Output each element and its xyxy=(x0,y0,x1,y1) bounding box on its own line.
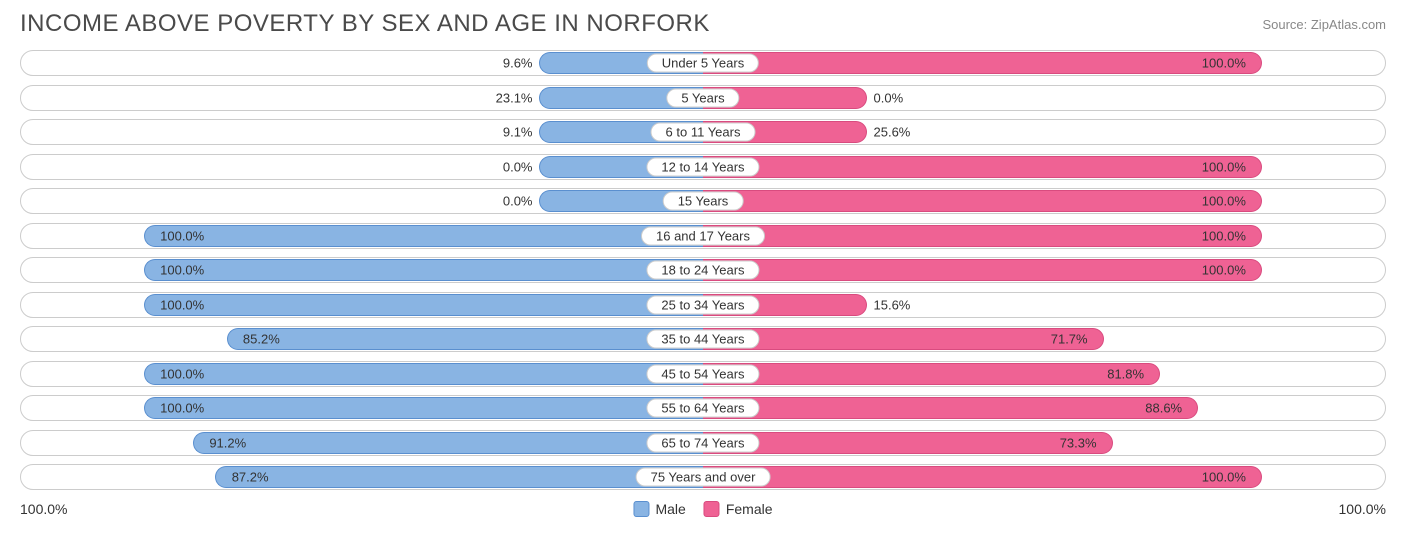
female-value-label: 15.6% xyxy=(874,297,911,312)
legend-male: Male xyxy=(633,501,685,517)
row-label: Under 5 Years xyxy=(647,54,759,73)
axis-right: 100.0% xyxy=(1339,501,1386,517)
male-value-label: 9.6% xyxy=(503,56,533,71)
row-label: 75 Years and over xyxy=(636,468,771,487)
female-value-label: 25.6% xyxy=(874,125,911,140)
bar-male xyxy=(227,328,703,350)
chart-row: 12 to 14 Years 0.0% 100.0% xyxy=(20,154,1386,180)
female-value-label: 100.0% xyxy=(1202,56,1246,71)
male-value-label: 100.0% xyxy=(160,228,204,243)
row-label: 15 Years xyxy=(663,192,744,211)
bar-female xyxy=(703,52,1262,74)
bar-male xyxy=(193,432,703,454)
swatch-female xyxy=(704,501,720,517)
male-value-label: 91.2% xyxy=(209,435,246,450)
chart-row: 35 to 44 Years 85.2% 71.7% xyxy=(20,326,1386,352)
bar-female xyxy=(703,190,1262,212)
chart-row: 15 Years 0.0% 100.0% xyxy=(20,188,1386,214)
axis-labels: 100.0% Male Female 100.0% xyxy=(0,501,1406,517)
chart-row: 25 to 34 Years 100.0% 15.6% xyxy=(20,292,1386,318)
bar-female xyxy=(703,432,1113,454)
female-value-label: 100.0% xyxy=(1202,194,1246,209)
female-value-label: 81.8% xyxy=(1107,366,1144,381)
bar-female xyxy=(703,225,1262,247)
bar-female xyxy=(703,328,1104,350)
male-value-label: 100.0% xyxy=(160,366,204,381)
chart-row: 75 Years and over 87.2% 100.0% xyxy=(20,464,1386,490)
female-value-label: 100.0% xyxy=(1202,159,1246,174)
male-value-label: 100.0% xyxy=(160,401,204,416)
row-label: 45 to 54 Years xyxy=(646,364,759,383)
chart-row: 55 to 64 Years 100.0% 88.6% xyxy=(20,395,1386,421)
male-value-label: 23.1% xyxy=(496,90,533,105)
row-label: 12 to 14 Years xyxy=(646,157,759,176)
female-value-label: 100.0% xyxy=(1202,470,1246,485)
bar-male xyxy=(144,294,703,316)
chart-source: Source: ZipAtlas.com xyxy=(1262,17,1386,32)
bar-female xyxy=(703,156,1262,178)
bar-male xyxy=(144,225,703,247)
bar-female xyxy=(703,466,1262,488)
bar-female xyxy=(703,363,1160,385)
male-value-label: 100.0% xyxy=(160,263,204,278)
legend-female: Female xyxy=(704,501,773,517)
chart-row: Under 5 Years 9.6% 100.0% xyxy=(20,50,1386,76)
chart-row: 5 Years 23.1% 0.0% xyxy=(20,85,1386,111)
chart-header: INCOME ABOVE POVERTY BY SEX AND AGE IN N… xyxy=(0,0,1406,44)
female-value-label: 88.6% xyxy=(1145,401,1182,416)
chart-row: 65 to 74 Years 91.2% 73.3% xyxy=(20,430,1386,456)
row-label: 18 to 24 Years xyxy=(646,261,759,280)
female-value-label: 100.0% xyxy=(1202,263,1246,278)
row-label: 16 and 17 Years xyxy=(641,226,765,245)
row-label: 6 to 11 Years xyxy=(651,123,756,142)
male-value-label: 0.0% xyxy=(503,159,533,174)
bar-male xyxy=(144,397,703,419)
row-label: 5 Years xyxy=(666,88,739,107)
chart-row: 6 to 11 Years 9.1% 25.6% xyxy=(20,119,1386,145)
bar-female xyxy=(703,397,1198,419)
bar-female xyxy=(703,259,1262,281)
female-value-label: 71.7% xyxy=(1051,332,1088,347)
legend-female-label: Female xyxy=(726,501,773,517)
female-value-label: 0.0% xyxy=(874,90,904,105)
female-value-label: 73.3% xyxy=(1060,435,1097,450)
chart-title: INCOME ABOVE POVERTY BY SEX AND AGE IN N… xyxy=(20,10,710,38)
bar-male xyxy=(215,466,703,488)
row-label: 55 to 64 Years xyxy=(646,399,759,418)
swatch-male xyxy=(633,501,649,517)
chart-row: 16 and 17 Years 100.0% 100.0% xyxy=(20,223,1386,249)
legend-male-label: Male xyxy=(655,501,685,517)
bar-male xyxy=(144,363,703,385)
row-label: 65 to 74 Years xyxy=(646,433,759,452)
male-value-label: 85.2% xyxy=(243,332,280,347)
legend: Male Female xyxy=(633,501,772,517)
chart-area: Under 5 Years 9.6% 100.0% 5 Years 23.1% 0.0% 6… xyxy=(0,44,1406,501)
row-label: 25 to 34 Years xyxy=(646,295,759,314)
male-value-label: 100.0% xyxy=(160,297,204,312)
chart-row: 18 to 24 Years 100.0% 100.0% xyxy=(20,257,1386,283)
bar-male xyxy=(144,259,703,281)
row-label: 35 to 44 Years xyxy=(646,330,759,349)
chart-row: 45 to 54 Years 100.0% 81.8% xyxy=(20,361,1386,387)
male-value-label: 0.0% xyxy=(503,194,533,209)
axis-left: 100.0% xyxy=(20,501,67,517)
male-value-label: 9.1% xyxy=(503,125,533,140)
male-value-label: 87.2% xyxy=(232,470,269,485)
female-value-label: 100.0% xyxy=(1202,228,1246,243)
